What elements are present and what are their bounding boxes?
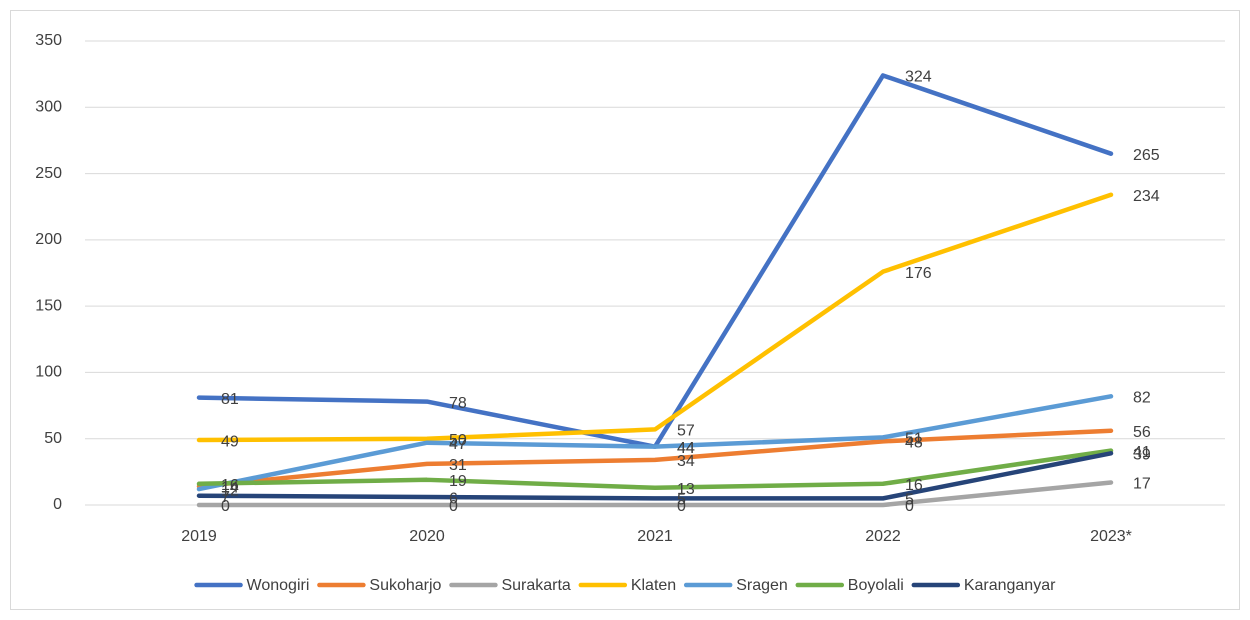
series-line [196, 428, 1114, 489]
y-tick-label: 50 [44, 430, 62, 447]
data-label: 44 [677, 440, 695, 457]
data-label: 0 [221, 498, 230, 515]
data-label: 50 [449, 432, 467, 449]
data-label: 81 [221, 391, 239, 408]
data-label: 265 [1133, 147, 1160, 164]
data-label: 49 [221, 433, 239, 450]
x-tick-label: 2019 [181, 528, 217, 545]
chart-frame [10, 10, 1240, 610]
series-line [196, 480, 1114, 508]
legend-label: Surakarta [501, 577, 570, 594]
series-line [196, 192, 1114, 443]
y-tick-label: 200 [35, 231, 62, 248]
y-tick-label: 300 [35, 99, 62, 116]
data-label: 0 [905, 498, 914, 515]
data-label: 5 [905, 492, 914, 509]
data-label: 7 [221, 489, 230, 506]
y-tick-label: 150 [35, 297, 62, 314]
data-label: 47 [449, 436, 467, 453]
y-tick-label: 0 [53, 496, 62, 513]
data-label: 6 [449, 490, 458, 507]
y-tick-label: 100 [35, 364, 62, 381]
series-line [196, 451, 1114, 501]
data-label: 16 [221, 477, 239, 494]
data-label: 56 [1133, 424, 1151, 441]
data-label: 14 [221, 480, 239, 497]
series-line [196, 448, 1114, 491]
data-label: 5 [677, 492, 686, 509]
data-label: 82 [1133, 390, 1151, 407]
data-label: 0 [677, 498, 686, 515]
data-label: 41 [1133, 444, 1151, 461]
data-label: 19 [449, 473, 467, 490]
legend-label: Boyolali [848, 577, 904, 594]
legend-label: Sragen [736, 577, 788, 594]
data-label: 16 [905, 477, 923, 494]
series-line [196, 394, 1114, 492]
data-label: 234 [1133, 188, 1160, 205]
x-tick-label: 2020 [409, 528, 445, 545]
data-label: 34 [677, 453, 695, 470]
data-label: 0 [449, 498, 458, 515]
data-label: 78 [449, 395, 467, 412]
data-label: 324 [905, 69, 932, 86]
data-label: 48 [905, 435, 923, 452]
legend-label: Klaten [631, 577, 676, 594]
data-label: 57 [677, 423, 695, 440]
legend-label: Sukoharjo [369, 577, 441, 594]
legend-label: Karanganyar [964, 577, 1056, 594]
data-label: 12 [221, 482, 239, 499]
y-tick-label: 250 [35, 165, 62, 182]
legend-label: Wonogiri [247, 577, 310, 594]
data-label: 39 [1133, 447, 1151, 464]
data-label: 176 [905, 265, 932, 282]
data-label: 51 [905, 431, 923, 448]
x-tick-label: 2022 [865, 528, 901, 545]
data-label: 13 [677, 481, 695, 498]
data-label: 44 [677, 440, 695, 457]
data-label: 17 [1133, 476, 1151, 493]
x-tick-label: 2021 [637, 528, 673, 545]
x-tick-label: 2023* [1090, 528, 1132, 545]
y-tick-label: 350 [35, 32, 62, 49]
data-label: 31 [449, 457, 467, 474]
